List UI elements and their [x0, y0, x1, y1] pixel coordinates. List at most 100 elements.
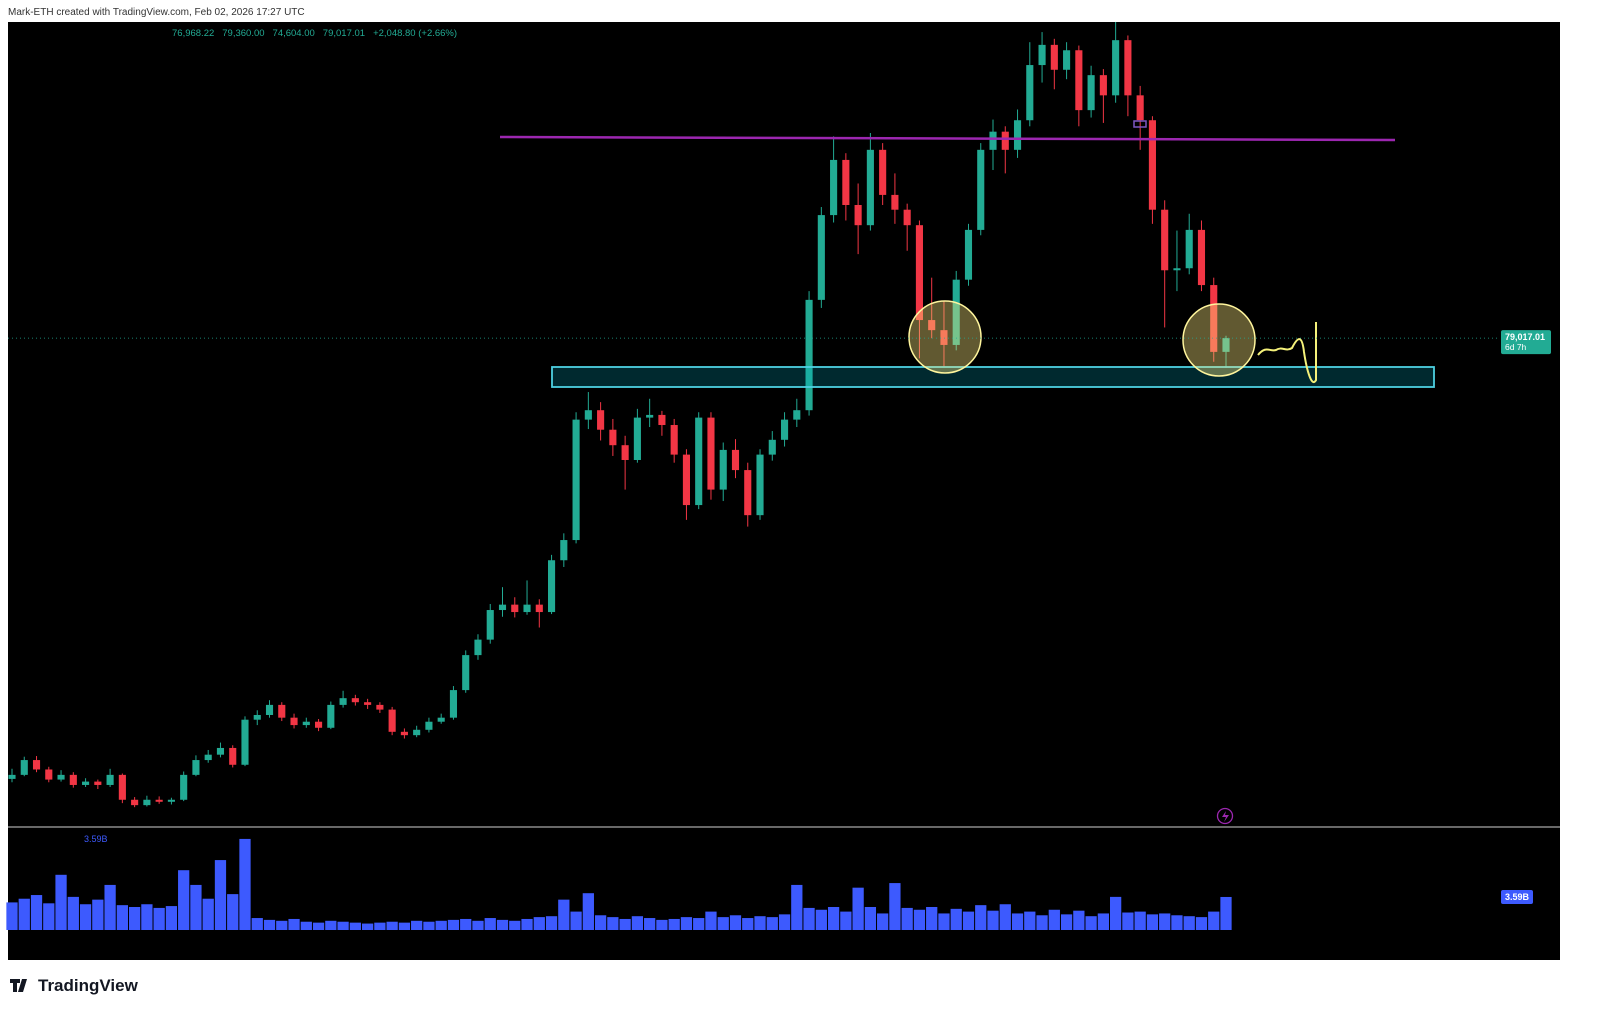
- volume-bar: [1060, 914, 1073, 930]
- candle-body: [474, 639, 482, 656]
- volume-bar: [92, 899, 104, 930]
- volume-bar: [460, 918, 472, 930]
- volume-bar: [165, 906, 178, 930]
- candle-body: [744, 470, 752, 516]
- volume-bar: [116, 905, 128, 930]
- candle-body: [437, 717, 445, 722]
- volume-bar: [1073, 910, 1085, 930]
- volume-bar: [1146, 914, 1159, 930]
- last-price-tag: [1501, 330, 1551, 355]
- volume-bar: [128, 907, 141, 930]
- volume-bar: [1122, 912, 1134, 930]
- highlight-circle: [1182, 303, 1256, 377]
- volume-bar: [791, 884, 803, 930]
- volume-bar: [705, 911, 717, 930]
- volume-bar: [877, 913, 889, 930]
- candle-body: [597, 410, 605, 430]
- volume-bar: [1110, 896, 1122, 930]
- candle-body: [1075, 50, 1083, 111]
- volume-bar: [950, 908, 962, 930]
- volume-bar: [827, 907, 840, 930]
- candle-body: [682, 454, 691, 506]
- volume-bar: [374, 922, 386, 930]
- volume-bar: [509, 920, 521, 930]
- candle-body: [695, 417, 703, 506]
- candle-body: [633, 417, 641, 460]
- candle-body: [1001, 131, 1009, 150]
- volume-bar: [742, 918, 754, 930]
- volume-bar: [656, 919, 668, 930]
- volume-bar: [1048, 909, 1060, 930]
- candle-body: [805, 299, 813, 411]
- candle-body: [1185, 229, 1193, 269]
- volume-bar: [349, 922, 361, 930]
- volume-bar: [398, 922, 411, 930]
- candle-body: [1173, 268, 1181, 271]
- volume-bar: [1097, 913, 1110, 930]
- volume-bar: [214, 860, 227, 930]
- volume-bar: [803, 907, 815, 930]
- volume-bar: [423, 921, 435, 930]
- volume-bar: [104, 884, 116, 930]
- candle-body: [143, 799, 151, 806]
- volume-bar: [1220, 896, 1232, 930]
- brand: TradingView: [10, 976, 139, 995]
- volume-label: 3.59B: [84, 834, 108, 844]
- event-icon-bolt: [1222, 811, 1229, 822]
- volume-bar: [717, 917, 729, 930]
- ohlc-value: +2,048.80 (+2.66%): [373, 28, 457, 39]
- candle-body: [486, 610, 494, 640]
- volume-tag: [1501, 889, 1533, 904]
- volume-bar: [55, 874, 67, 930]
- volume-bar: [178, 870, 190, 930]
- volume: 3.59B: [6, 834, 1232, 930]
- candle-body: [1026, 65, 1034, 121]
- candle-body: [118, 774, 126, 800]
- brand-name: TradingView: [38, 976, 139, 995]
- ohlc-value: 79,360.00: [222, 28, 264, 39]
- volume-bar: [815, 909, 827, 930]
- candle-body: [192, 760, 200, 775]
- volume-bar: [619, 918, 631, 930]
- volume-bar: [435, 920, 447, 930]
- volume-bar: [263, 919, 276, 930]
- volume-bar: [766, 917, 778, 930]
- candle-body: [830, 159, 838, 216]
- brand-logo: [10, 979, 27, 992]
- highlight-circle: [908, 300, 982, 374]
- candle-body: [131, 799, 139, 806]
- volume-bar: [153, 907, 165, 930]
- volume-bar: [6, 902, 18, 930]
- ohlc-value: 76,968.22: [172, 28, 214, 39]
- ohlc-legend: 76,968.22 79,360.00 74,604.00 79,017.01 +2,0…: [172, 28, 457, 39]
- candle-body: [327, 704, 335, 728]
- candle-body: [1050, 44, 1058, 70]
- volume-bar: [545, 916, 558, 930]
- event-icon: [1216, 807, 1234, 825]
- marker: [1133, 120, 1147, 128]
- candle-body: [302, 721, 310, 726]
- candle-body: [707, 417, 715, 490]
- volume-tag-label: 3.59B: [1505, 892, 1530, 902]
- candle-body: [400, 731, 408, 736]
- candle-body: [388, 709, 396, 732]
- candle-body: [1197, 229, 1206, 286]
- volume-bar: [938, 913, 950, 930]
- ohlc-value: 79,017.01: [323, 28, 365, 39]
- volume-bar: [1085, 916, 1097, 930]
- volume-bar: [496, 919, 509, 930]
- volume-bar: [864, 907, 877, 930]
- volume-bar: [975, 905, 987, 930]
- volume-bar: [840, 911, 852, 930]
- volume-bar: [987, 910, 999, 930]
- candle-body: [535, 604, 543, 613]
- candle-body: [20, 760, 28, 775]
- candle-body: [560, 540, 568, 561]
- candle-body: [940, 330, 948, 345]
- candle-body: [32, 760, 41, 770]
- volume-bar: [558, 899, 570, 930]
- candle-body: [498, 604, 507, 611]
- candle-body: [376, 704, 384, 710]
- volume-bar: [251, 918, 263, 930]
